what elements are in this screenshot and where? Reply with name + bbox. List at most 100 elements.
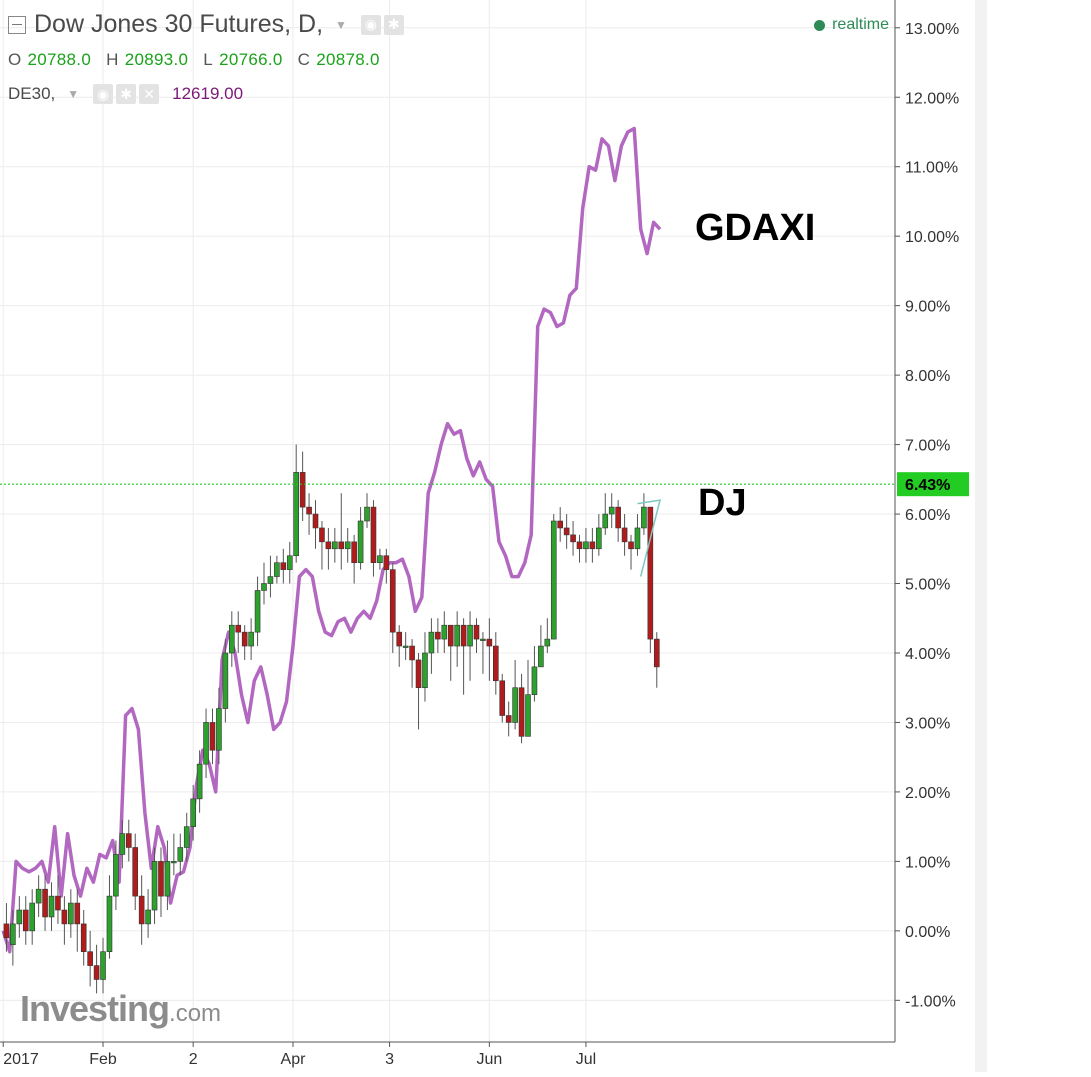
y-tick-label: 6.00% (905, 507, 950, 524)
eye-icon[interactable]: ◉ (360, 14, 381, 35)
candle-body (634, 527, 641, 550)
candle-body (280, 562, 287, 570)
last-price-label: 6.43% (905, 477, 950, 494)
candle-body (125, 833, 132, 848)
y-tick-label: 7.00% (905, 438, 950, 455)
candle-body (357, 520, 364, 563)
candle-body (389, 569, 396, 633)
candle-body (415, 659, 422, 689)
candle-body (518, 687, 525, 737)
status-dot-icon (814, 19, 826, 31)
candle-body (42, 888, 48, 918)
x-tick-label: 2017 (3, 1051, 39, 1068)
candle-body (344, 541, 351, 550)
ohlc-low-value: 20766.0 (219, 50, 283, 69)
y-tick-label: 13.00% (905, 21, 959, 38)
candle-body (512, 687, 518, 723)
candle-body (653, 638, 660, 668)
candle-body (203, 722, 209, 765)
y-tick-label: 8.00% (905, 368, 950, 385)
ohlc-close-value: 20878.0 (316, 50, 380, 69)
candle-body (29, 902, 35, 932)
candle-body (68, 902, 74, 925)
y-tick-label: 3.00% (905, 715, 950, 732)
candle-body (364, 506, 370, 522)
candle-body (422, 652, 428, 689)
candle-body (538, 645, 544, 668)
x-tick-label: 3 (385, 1051, 394, 1068)
ohlc-open-key: O (8, 50, 22, 69)
candle-body (312, 513, 319, 529)
ohlc-low-key: L (203, 50, 214, 69)
ohlc-high-key: H (106, 50, 119, 69)
candle-body (557, 520, 563, 529)
candle-body (61, 909, 68, 925)
compare-value: 12619.00 (172, 84, 244, 103)
x-tick-label: Feb (89, 1051, 117, 1068)
candle-body (396, 631, 403, 647)
chevron-down-icon[interactable]: ▼ (67, 87, 80, 101)
triangle-drawing (637, 499, 662, 577)
ohlc-open-value: 20788.0 (27, 50, 92, 69)
candle-body (589, 541, 596, 550)
candle-body (299, 472, 306, 508)
close-icon[interactable]: ✕ (139, 84, 160, 104)
candle-body (447, 624, 454, 647)
candle-body (441, 624, 448, 640)
legend-title-row: Dow Jones 30 Futures, D, ▼ ◉ ✱ (8, 10, 407, 39)
series-line-de30 (1, 126, 662, 954)
candle-body (428, 631, 435, 654)
compare-symbol[interactable]: DE30, (8, 84, 56, 103)
candle-body (164, 861, 171, 897)
candle-body (615, 506, 621, 529)
candle-body (113, 854, 119, 897)
collapse-icon[interactable] (8, 15, 26, 34)
candle-body (467, 624, 473, 647)
candle-body (525, 694, 531, 737)
candle-body (235, 624, 242, 633)
candle-body (48, 895, 55, 918)
candle-body (332, 541, 338, 550)
candle-body (647, 506, 654, 640)
candle-body (138, 895, 145, 925)
gear-icon[interactable]: ✱ (383, 14, 404, 35)
candle-body (87, 951, 93, 966)
candle-body (473, 624, 480, 640)
candle-body (132, 847, 139, 897)
candle-body (177, 847, 184, 862)
candle-body (100, 951, 106, 980)
candle-body (351, 541, 357, 563)
candle-body (550, 520, 557, 640)
candle-body (254, 590, 261, 633)
chevron-down-icon[interactable]: ▼ (335, 17, 347, 32)
candle-body (241, 631, 248, 647)
candle-body (196, 763, 203, 800)
eye-icon[interactable]: ◉ (93, 84, 114, 104)
candle-body (151, 861, 158, 911)
candle-body (493, 645, 499, 682)
realtime-label: realtime (832, 16, 889, 33)
candle-body (499, 680, 506, 716)
y-tick-label: 1.00% (905, 854, 950, 871)
candle-body (145, 909, 151, 925)
candle-body (325, 541, 332, 550)
candle-body (35, 888, 42, 904)
candle-body (274, 562, 280, 577)
candle-body (171, 861, 177, 864)
y-tick-label: 2.00% (905, 785, 950, 802)
candle-body (216, 708, 222, 751)
candle-body (306, 506, 312, 515)
candle-body (602, 513, 609, 529)
gear-icon[interactable]: ✱ (116, 84, 137, 104)
y-tick-label: 10.00% (905, 229, 959, 246)
y-tick-label: -1.00% (905, 993, 956, 1010)
candle-body (338, 541, 345, 550)
symbol-title[interactable]: Dow Jones 30 Futures, D, (34, 10, 324, 38)
candle-body (10, 923, 16, 946)
candle-body (119, 833, 126, 855)
x-tick-label: Jul (576, 1051, 596, 1068)
y-tick-label: 9.00% (905, 299, 950, 316)
y-tick-label: 0.00% (905, 924, 950, 941)
